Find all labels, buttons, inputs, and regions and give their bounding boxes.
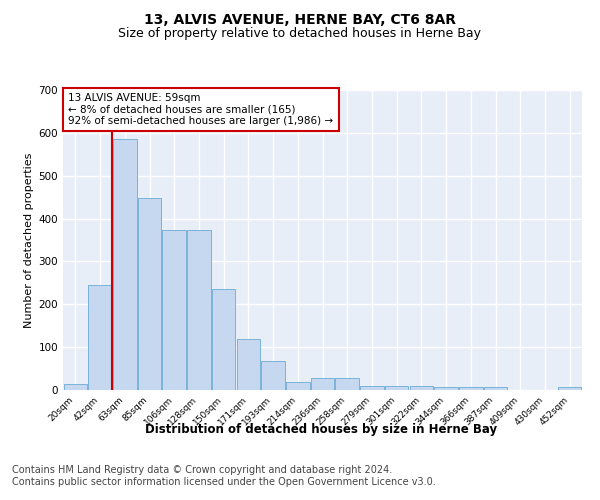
Bar	[385, 386, 409, 390]
Text: 13, ALVIS AVENUE, HERNE BAY, CT6 8AR: 13, ALVIS AVENUE, HERNE BAY, CT6 8AR	[144, 12, 456, 26]
Bar	[236, 340, 260, 390]
Text: Size of property relative to detached houses in Herne Bay: Size of property relative to detached ho…	[119, 28, 482, 40]
Bar	[459, 387, 482, 390]
Text: Contains HM Land Registry data © Crown copyright and database right 2024.
Contai: Contains HM Land Registry data © Crown c…	[12, 465, 436, 486]
Bar	[64, 384, 87, 390]
Bar	[311, 378, 334, 390]
Bar	[187, 230, 211, 390]
Bar	[484, 387, 507, 390]
Bar	[262, 362, 285, 390]
Y-axis label: Number of detached properties: Number of detached properties	[25, 152, 34, 328]
Bar	[163, 230, 186, 390]
Bar	[360, 386, 383, 390]
Bar	[434, 387, 458, 390]
Bar	[410, 386, 433, 390]
Text: Distribution of detached houses by size in Herne Bay: Distribution of detached houses by size …	[145, 422, 497, 436]
Bar	[558, 387, 581, 390]
Text: 13 ALVIS AVENUE: 59sqm
← 8% of detached houses are smaller (165)
92% of semi-det: 13 ALVIS AVENUE: 59sqm ← 8% of detached …	[68, 93, 334, 126]
Bar	[286, 382, 310, 390]
Bar	[212, 290, 235, 390]
Bar	[335, 378, 359, 390]
Bar	[88, 285, 112, 390]
Bar	[138, 198, 161, 390]
Bar	[113, 140, 137, 390]
